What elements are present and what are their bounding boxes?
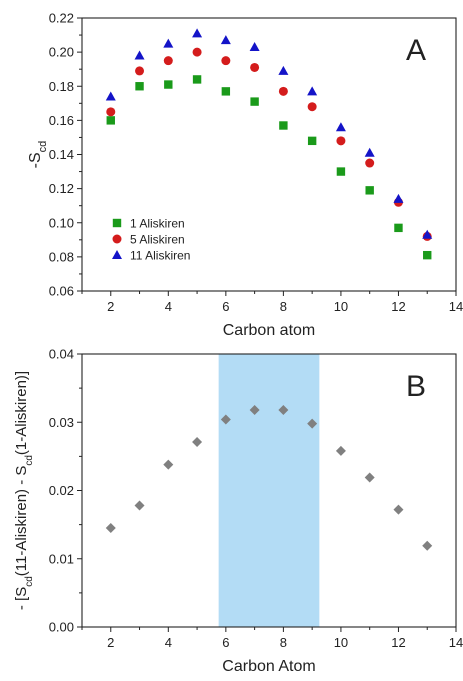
panel-b-data-point [393,504,404,515]
panel-b-y-tick-label: 0.04 [49,347,74,362]
panel-a-legend-label: 1 Aliskiren [130,217,185,231]
panel-a-legend-label: 11 Aliskiren [130,249,190,263]
panel-a-y-tick-label: 0.16 [49,113,74,128]
panel-b-data-point [364,472,375,483]
panel-b-data-point [422,540,433,551]
panel-b-data-point [335,445,346,456]
panel-a-data-point [365,158,375,168]
panel-a-data-point [192,47,202,57]
panel-a-data-point [164,80,173,89]
panel-a-data-point [278,65,289,75]
panel-a-x-tick-label: 2 [107,299,114,314]
panel-a-y-tick-label: 0.10 [49,215,74,230]
panel-b-y-tick-label: 0.01 [49,551,74,566]
panel-a-data-point [336,167,346,176]
panel-b-data-point [220,414,231,425]
panel-a-data-point [365,186,374,195]
panel-a-data-point [422,229,433,239]
panel-a-data-point [135,82,144,91]
panel-a-x-axis-label: Carbon atom [223,322,316,339]
panel-a-data-point [249,42,260,52]
panel-a-y-tick-label: 0.12 [49,181,74,196]
panel-a-y-axis-label: -Scd [27,141,49,169]
panel-a-data-point [394,223,403,233]
panel-a-x-tick-label: 12 [391,299,405,314]
panel-b-panel-letter: B [406,370,426,403]
panel-a-x-tick-label: 10 [334,299,348,314]
panel-a-data-point [192,28,203,38]
panel-b-x-tick-label: 6 [222,635,229,650]
panel-a-legend-marker [112,250,122,259]
panel-b-y-tick-label: 0.00 [49,620,74,635]
panel-b-data-point [249,404,260,415]
panel-a-data-point [134,50,145,60]
panel-b-chart: 2 4 6 8 10 12 14 0.00 0.01 0.02 0.03 0.04 Carbon Ato… [13,347,463,676]
panel-b-data-point [307,418,318,429]
panel-a-x-tick-label: 14 [449,299,463,314]
panel-b-data-point [163,459,174,470]
panel-b-data-point [105,523,116,534]
panel-a-data-point [135,66,145,76]
panel-a-data-point [335,122,346,132]
panel-a-legend-label: 5 Aliskiren [130,233,185,247]
panel-a-data-point [336,136,346,146]
panel-a-data-point [106,107,116,117]
panel-b-x-tick-label: 14 [449,635,463,650]
panel-a-data-point [221,87,231,96]
panel-a-y-tick-label: 0.20 [49,45,74,60]
panel-b-series-1 [105,404,433,551]
panel-a-data-point [364,147,375,157]
panel-a-chart: 2 4 6 8 10 12 14 0.06 0.08 0.10 0.12 0.14 0.16 0.18 0.… [27,11,463,340]
panel-a-data-point [192,75,202,84]
panel-a-data-point [307,86,318,96]
panel-b-highlight-region [218,354,320,627]
panel-a-y-tick-label: 0.18 [49,79,74,94]
panel-b-data-point [134,500,145,511]
panel-a-y-tick-label: 0.22 [49,11,74,26]
panel-b-data-point [192,437,203,448]
panel-a-legend-marker [112,234,122,244]
panel-b-y-axis-label: - [Scd(11-Aliskiren) - Scd(1-Aliskiren)] [13,371,35,610]
panel-a-panel-letter: A [406,34,426,67]
panel-b-y-tick-label: 0.03 [49,415,74,430]
panel-a-data-point [307,102,317,112]
panel-a-data-point [105,91,116,101]
panel-a-data-point [423,250,432,260]
panel-a-data-point [220,35,231,45]
panel-a-x-tick-label: 6 [222,299,229,314]
panel-b-x-tick-label: 10 [334,635,348,650]
panel-a-y-tick-label: 0.14 [49,147,74,162]
panel-a-data-point [163,56,173,66]
panel-b-x-tick-label: 12 [391,635,405,650]
panel-b-y-tick-label: 0.02 [49,483,74,498]
panel-a-series-1 [106,75,432,260]
panel-b-x-axis-label: Carbon Atom [222,658,315,675]
panel-a-data-point [250,97,259,106]
panel-a-data-point [163,38,174,48]
panel-a-x-tick-label: 4 [165,299,172,314]
panel-a-data-point [393,193,404,203]
panel-a-data-point [307,136,317,146]
panel-a-legend-marker [112,218,122,228]
panel-a-series-2 [106,47,432,241]
panel-b-data-point [278,404,289,415]
panel-b-x-tick-label: 2 [107,635,114,650]
panel-a-series-3 [105,28,433,239]
panel-a-data-point [278,86,288,96]
panel-b-x-tick-label: 4 [165,635,172,650]
panel-a-data-point [250,62,260,72]
panel-a-x-tick-label: 8 [280,299,287,314]
panel-a-data-point [279,121,288,130]
panel-a-legend: 1 Aliskiren 5 Aliskiren 11 Aliskiren [112,217,190,263]
panel-b-x-tick-label: 8 [280,635,287,650]
panel-a-y-tick-label: 0.08 [49,249,74,264]
panel-a-data-point [106,116,115,125]
panel-a-y-tick-label: 0.06 [49,284,74,299]
panel-a-data-point [221,56,231,66]
